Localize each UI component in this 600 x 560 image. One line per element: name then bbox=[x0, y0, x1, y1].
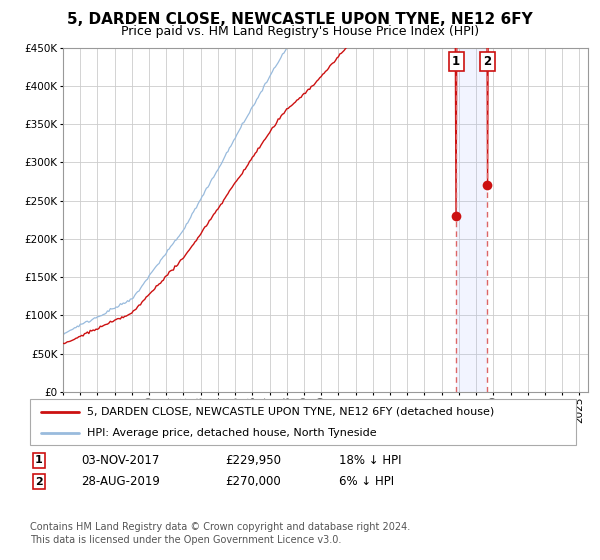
Text: HPI: Average price, detached house, North Tyneside: HPI: Average price, detached house, Nort… bbox=[88, 428, 377, 438]
Text: £270,000: £270,000 bbox=[225, 475, 281, 488]
Text: 18% ↓ HPI: 18% ↓ HPI bbox=[339, 454, 401, 467]
Text: 2: 2 bbox=[35, 477, 43, 487]
Bar bbox=[456, 48, 487, 392]
Text: 03-NOV-2017: 03-NOV-2017 bbox=[81, 454, 160, 467]
Text: 2: 2 bbox=[484, 55, 491, 68]
Text: 6% ↓ HPI: 6% ↓ HPI bbox=[339, 475, 394, 488]
Text: Price paid vs. HM Land Registry's House Price Index (HPI): Price paid vs. HM Land Registry's House … bbox=[121, 25, 479, 38]
FancyBboxPatch shape bbox=[30, 399, 576, 445]
Text: 28-AUG-2019: 28-AUG-2019 bbox=[81, 475, 160, 488]
Text: 5, DARDEN CLOSE, NEWCASTLE UPON TYNE, NE12 6FY: 5, DARDEN CLOSE, NEWCASTLE UPON TYNE, NE… bbox=[67, 12, 533, 27]
Text: 5, DARDEN CLOSE, NEWCASTLE UPON TYNE, NE12 6FY (detached house): 5, DARDEN CLOSE, NEWCASTLE UPON TYNE, NE… bbox=[88, 407, 494, 417]
Text: 1: 1 bbox=[35, 455, 43, 465]
Text: £229,950: £229,950 bbox=[225, 454, 281, 467]
Text: 1: 1 bbox=[452, 55, 460, 68]
Text: Contains HM Land Registry data © Crown copyright and database right 2024.
This d: Contains HM Land Registry data © Crown c… bbox=[30, 522, 410, 545]
